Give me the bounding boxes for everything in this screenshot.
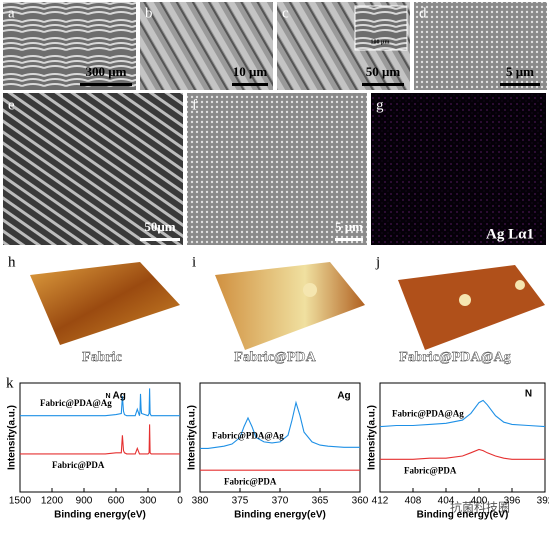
series-label: Fabric@PDA@Ag: [40, 398, 112, 408]
annotation: Ag: [113, 391, 126, 402]
afm-caption: Fabric@PDA: [234, 350, 316, 365]
y-axis-label: Intensity(a.u.): [187, 405, 198, 470]
series-label: Fabric@PDA: [52, 460, 105, 470]
series-line: [380, 448, 545, 460]
scale-bar: [80, 83, 132, 86]
panel-letter: h: [8, 254, 16, 270]
annotation: N: [525, 389, 532, 400]
scale-bar: [335, 238, 363, 241]
x-tick-label: 300: [140, 496, 157, 507]
afm-caption: Fabric@PDA@Ag: [399, 350, 511, 365]
x-tick-label: 408: [405, 496, 422, 507]
afm-surface: [215, 262, 365, 350]
x-tick-label: 1200: [41, 496, 64, 507]
scale-label: 5 μm: [506, 64, 534, 79]
x-tick-label: 392: [537, 496, 549, 507]
watermark: 抗菌科技圈: [450, 500, 510, 515]
x-tick-label: 1500: [9, 496, 32, 507]
panel-letter: e: [8, 97, 15, 113]
element-map-label: Ag Lα1: [486, 226, 534, 242]
panel-letter: k: [6, 375, 14, 391]
series-line: [20, 388, 180, 417]
x-axis-label: Binding energy(eV): [417, 510, 509, 521]
image: [140, 2, 273, 90]
x-axis-label: Binding energy(eV): [234, 510, 326, 521]
afm-peak: [303, 283, 317, 297]
panel-letter: f: [192, 97, 197, 113]
panel-letter: i: [192, 254, 196, 270]
x-tick-label: 396: [504, 496, 521, 507]
series-line: [200, 400, 360, 449]
y-axis-label: Intensity(a.u.): [7, 405, 18, 470]
scale-bar: [232, 83, 268, 86]
x-tick-label: 0: [177, 496, 183, 507]
y-axis-label: Intensity(a.u.): [367, 405, 378, 470]
x-tick-label: 360: [352, 496, 369, 507]
x-tick-label: 365: [312, 496, 329, 507]
x-tick-label: 900: [76, 496, 93, 507]
image: [3, 2, 136, 90]
plot-frame: [19, 382, 181, 493]
scale-bar: [140, 238, 180, 241]
x-tick-label: 375: [232, 496, 249, 507]
series-line: [379, 399, 546, 428]
image: [3, 93, 183, 245]
afm-images: [30, 262, 545, 350]
scale-label: 50μm: [144, 219, 175, 234]
series-line: [20, 424, 180, 455]
annotation: N: [105, 393, 110, 400]
scale-label: 300 μm: [86, 64, 127, 79]
scale-label: 5 μm: [335, 219, 363, 234]
inset-image: [354, 5, 408, 51]
scale-label: 50 μm: [366, 64, 401, 79]
x-axis-label: Binding energy(eV): [54, 510, 146, 521]
afm-surface: [398, 265, 545, 350]
series-label: Fabric@PDA: [224, 476, 277, 486]
afm-peak: [515, 280, 525, 290]
series-label: Fabric@PDA@Ag: [212, 430, 284, 440]
afm-surface: [30, 262, 180, 345]
x-tick-label: 412: [372, 496, 389, 507]
annotation: Ag: [337, 391, 350, 402]
series-label: Fabric@PDA: [404, 465, 457, 475]
panel-letter: g: [376, 97, 384, 113]
scale-bars: [80, 83, 540, 241]
x-tick-label: 380: [192, 496, 209, 507]
image: [414, 2, 547, 90]
scale-label: 10 μm: [233, 64, 268, 79]
panel-letter: a: [8, 5, 15, 21]
panel-letter: b: [145, 5, 153, 21]
panel-letter: j: [375, 254, 380, 270]
afm-peak: [459, 294, 471, 306]
x-tick-label: 400: [471, 496, 488, 507]
panel-letter: c: [282, 5, 289, 21]
image: [187, 93, 367, 245]
afm-caption: Fabric: [82, 350, 122, 365]
scale-bar: [500, 83, 540, 86]
x-tick-label: 600: [108, 496, 125, 507]
scale-bar: [362, 83, 404, 86]
x-tick-label: 404: [438, 496, 455, 507]
inset-scale: 100 μm: [371, 39, 390, 45]
image: [371, 93, 546, 245]
sem-images: [3, 2, 547, 245]
panel-letter: d: [419, 5, 427, 21]
plot-frame: [379, 382, 546, 493]
x-tick-label: 370: [272, 496, 289, 507]
series-label: Fabric@PDA@Ag: [392, 409, 464, 419]
